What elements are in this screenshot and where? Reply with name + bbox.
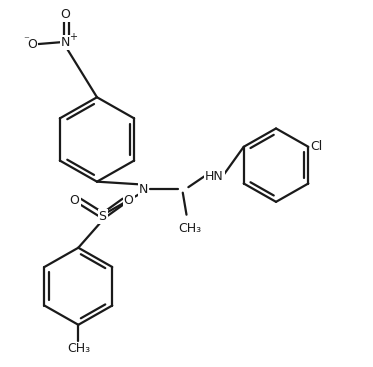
Text: O: O bbox=[27, 37, 37, 51]
Text: N: N bbox=[139, 182, 148, 196]
Text: O: O bbox=[60, 8, 70, 21]
Text: O: O bbox=[70, 193, 79, 207]
Text: +: + bbox=[69, 32, 78, 42]
Text: HN: HN bbox=[205, 170, 224, 183]
Text: O: O bbox=[124, 193, 134, 207]
Text: CH₃: CH₃ bbox=[67, 342, 90, 355]
Text: ⁻: ⁻ bbox=[23, 35, 29, 46]
Text: Cl: Cl bbox=[310, 140, 322, 153]
Text: S: S bbox=[98, 210, 107, 223]
Text: CH₃: CH₃ bbox=[178, 222, 201, 235]
Text: N: N bbox=[60, 36, 70, 49]
